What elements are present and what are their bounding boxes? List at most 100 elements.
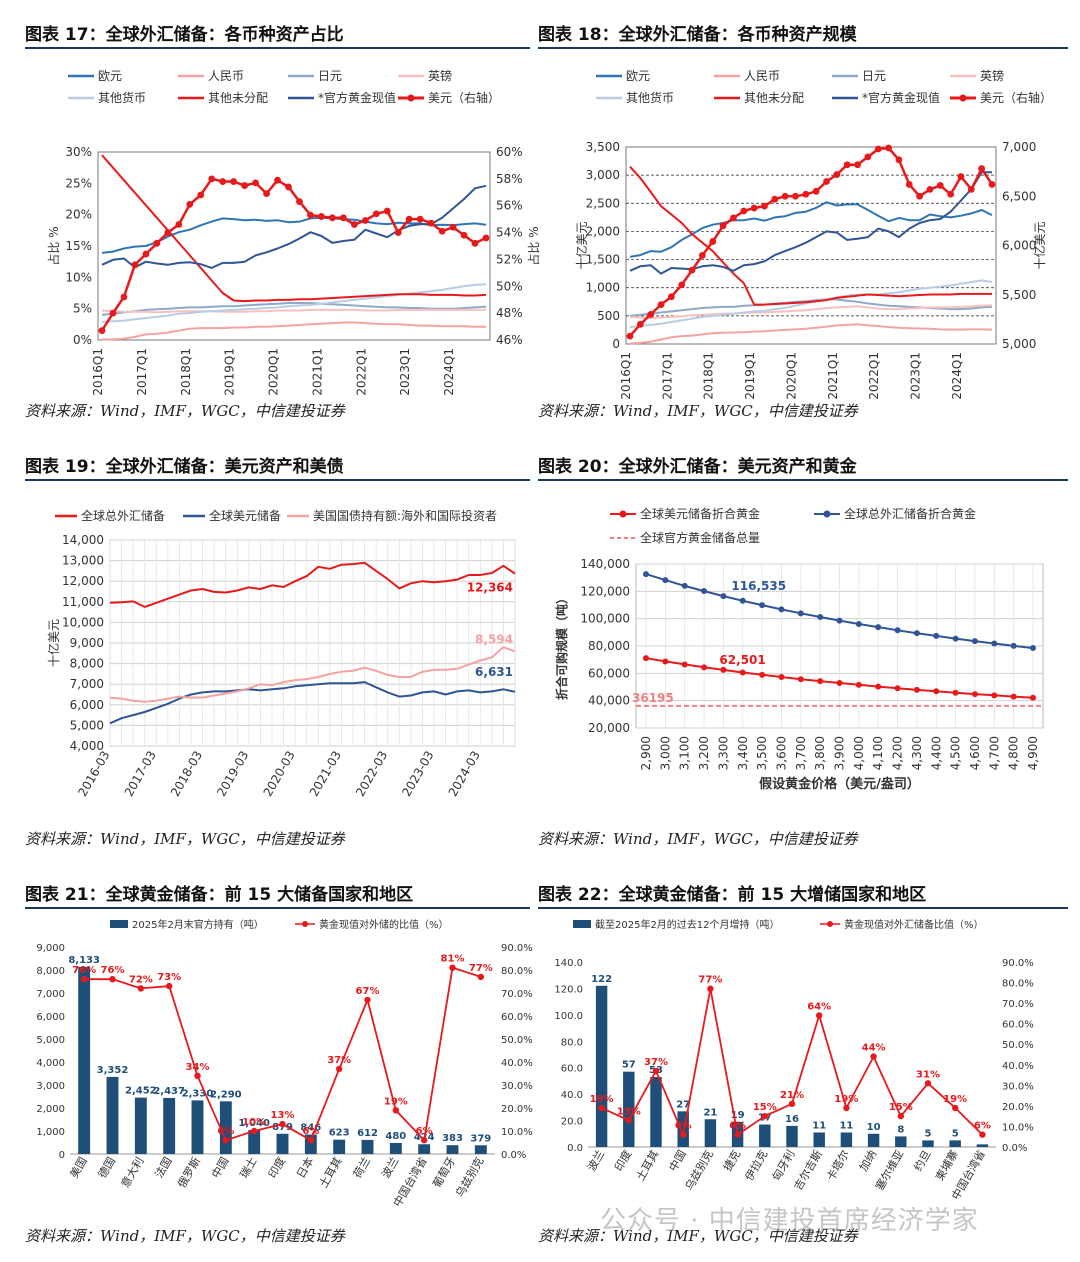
chart-19-source: 资料来源：Wind，IMF，WGC，中信建投证券 <box>25 830 345 848</box>
x-tick-label: 4,100 <box>871 736 885 770</box>
data-point <box>477 973 485 981</box>
y-tick-label: 2,000 <box>36 1104 65 1115</box>
chart-17-panel: 图表 17：全球外汇储备：各币种资产占比 欧元 人民币 日元 英镑 其他货币 其他未分配 *… <box>25 20 541 430</box>
chart-18-rule <box>538 47 1068 49</box>
x-tick-label: 2019Q1 <box>743 352 757 400</box>
chart-22-svg: 截至2025年2月的过去12个月增持（吨） 黄金现值对外汇储备比值（%） 0.0 20… <box>554 918 1034 1202</box>
x-tick-label: 2023-03 <box>399 749 436 799</box>
data-point <box>285 183 292 191</box>
data-point <box>781 192 789 200</box>
x-tick-label: 3,700 <box>794 736 808 770</box>
y-tick-label: 3,500 <box>586 140 620 154</box>
x-tick-label: 土耳其 <box>317 1155 345 1190</box>
bar-label: 5 <box>952 1128 959 1139</box>
line-label: 67% <box>356 986 380 997</box>
data-point <box>812 187 820 195</box>
y-axis-label: 占比 % <box>46 226 61 265</box>
data-point <box>988 181 996 188</box>
data-point <box>778 606 785 613</box>
data-point <box>740 207 748 215</box>
data-point <box>339 214 347 222</box>
data-point <box>296 198 303 206</box>
data-point <box>978 165 986 173</box>
data-point <box>80 976 88 983</box>
data-point <box>681 582 688 589</box>
data-point <box>802 190 810 198</box>
data-point <box>416 215 424 223</box>
bar-label: 480 <box>385 1131 406 1142</box>
y2-tick-label: 20.0% <box>1002 1102 1034 1113</box>
y-tick-label: 9,000 <box>36 943 65 954</box>
chart-20-title: 图表 20：全球外汇储备：美元资产和黄金 <box>538 457 857 477</box>
data-point <box>701 664 708 671</box>
bar <box>106 1076 119 1154</box>
bar <box>389 1142 402 1154</box>
data-point <box>792 192 799 200</box>
chart-21-svg: 2025年2月末官方持有（吨） 黄金现值对外储的比值（%） 0 1,000 2,000 3… <box>36 918 532 1209</box>
legend-label-5: 其他未分配 <box>208 91 268 105</box>
y-tick-label: 5% <box>73 302 92 316</box>
data-point <box>823 178 830 185</box>
data-point <box>761 1112 768 1120</box>
x-tick-label: 3,500 <box>755 736 769 770</box>
line-label: 6% <box>729 1121 746 1132</box>
data-point <box>372 210 380 218</box>
y-tick-label: 13,000 <box>62 554 104 568</box>
legend-label-1: 人民币 <box>744 69 780 83</box>
x-tick-label: 2018Q1 <box>702 352 716 400</box>
line-label: 31% <box>916 1069 940 1080</box>
y2-tick-label: 50.0% <box>1002 1040 1034 1051</box>
x-tick-label: 中国 <box>209 1155 231 1181</box>
data-point <box>1030 645 1036 652</box>
x-tick-label: 日本 <box>293 1155 316 1181</box>
data-point <box>933 688 940 695</box>
data-label-treasury: 8,594 <box>475 632 513 646</box>
x-tick-label: 匈牙利 <box>769 1148 798 1184</box>
x-tick-label: 3,800 <box>813 736 827 770</box>
data-point <box>855 620 862 627</box>
y-tick-label: 5,000 <box>36 1035 65 1046</box>
bar <box>786 1125 798 1147</box>
data-point <box>197 191 205 199</box>
y-tick-label: 8,000 <box>36 966 65 977</box>
y-tick-label: 1,000 <box>586 281 620 295</box>
data-point <box>427 219 435 227</box>
legend-label-0: 欧元 <box>98 69 122 83</box>
bar-label: 11 <box>812 1120 826 1131</box>
data-point <box>175 221 183 228</box>
chart-20-rule <box>538 479 1068 481</box>
data-point <box>894 685 901 692</box>
bar <box>976 1144 989 1147</box>
legend-label-2: 日元 <box>862 69 886 83</box>
series-line-4 <box>101 283 487 323</box>
bar <box>248 1130 261 1154</box>
data-point <box>420 1137 428 1144</box>
legend-label-7: 美元（右轴） <box>980 90 1052 105</box>
bar-label: 27 <box>676 1099 690 1110</box>
y2-tick-label: 0.0% <box>1002 1143 1027 1154</box>
x-tick-label: 伊拉克 <box>742 1148 771 1184</box>
data-point <box>699 251 706 259</box>
data-point <box>109 976 116 983</box>
y-tick-label: 0% <box>73 333 92 347</box>
data-point <box>913 686 920 693</box>
data-point <box>778 674 785 681</box>
x-tick-label: 中国 <box>667 1148 689 1174</box>
data-point <box>1010 693 1017 700</box>
line-label: 6% <box>974 1121 991 1132</box>
data-point <box>109 309 117 317</box>
y-tick-label: 10% <box>65 270 92 284</box>
x-tick-label: 2024Q1 <box>950 352 964 400</box>
x-tick-label: 2022-03 <box>353 749 390 799</box>
bar-label: 612 <box>357 1128 378 1139</box>
data-point <box>350 221 358 228</box>
y2-tick-label: 0.0% <box>501 1150 526 1161</box>
x-tick-label: 2020-03 <box>261 749 298 799</box>
series-line-0 <box>629 201 993 258</box>
data-point <box>926 185 934 193</box>
x-tick-label: 2,900 <box>639 736 653 770</box>
data-point <box>142 250 150 258</box>
data-point <box>652 1067 660 1075</box>
data-point <box>855 681 862 688</box>
series-line-0 <box>109 561 516 608</box>
